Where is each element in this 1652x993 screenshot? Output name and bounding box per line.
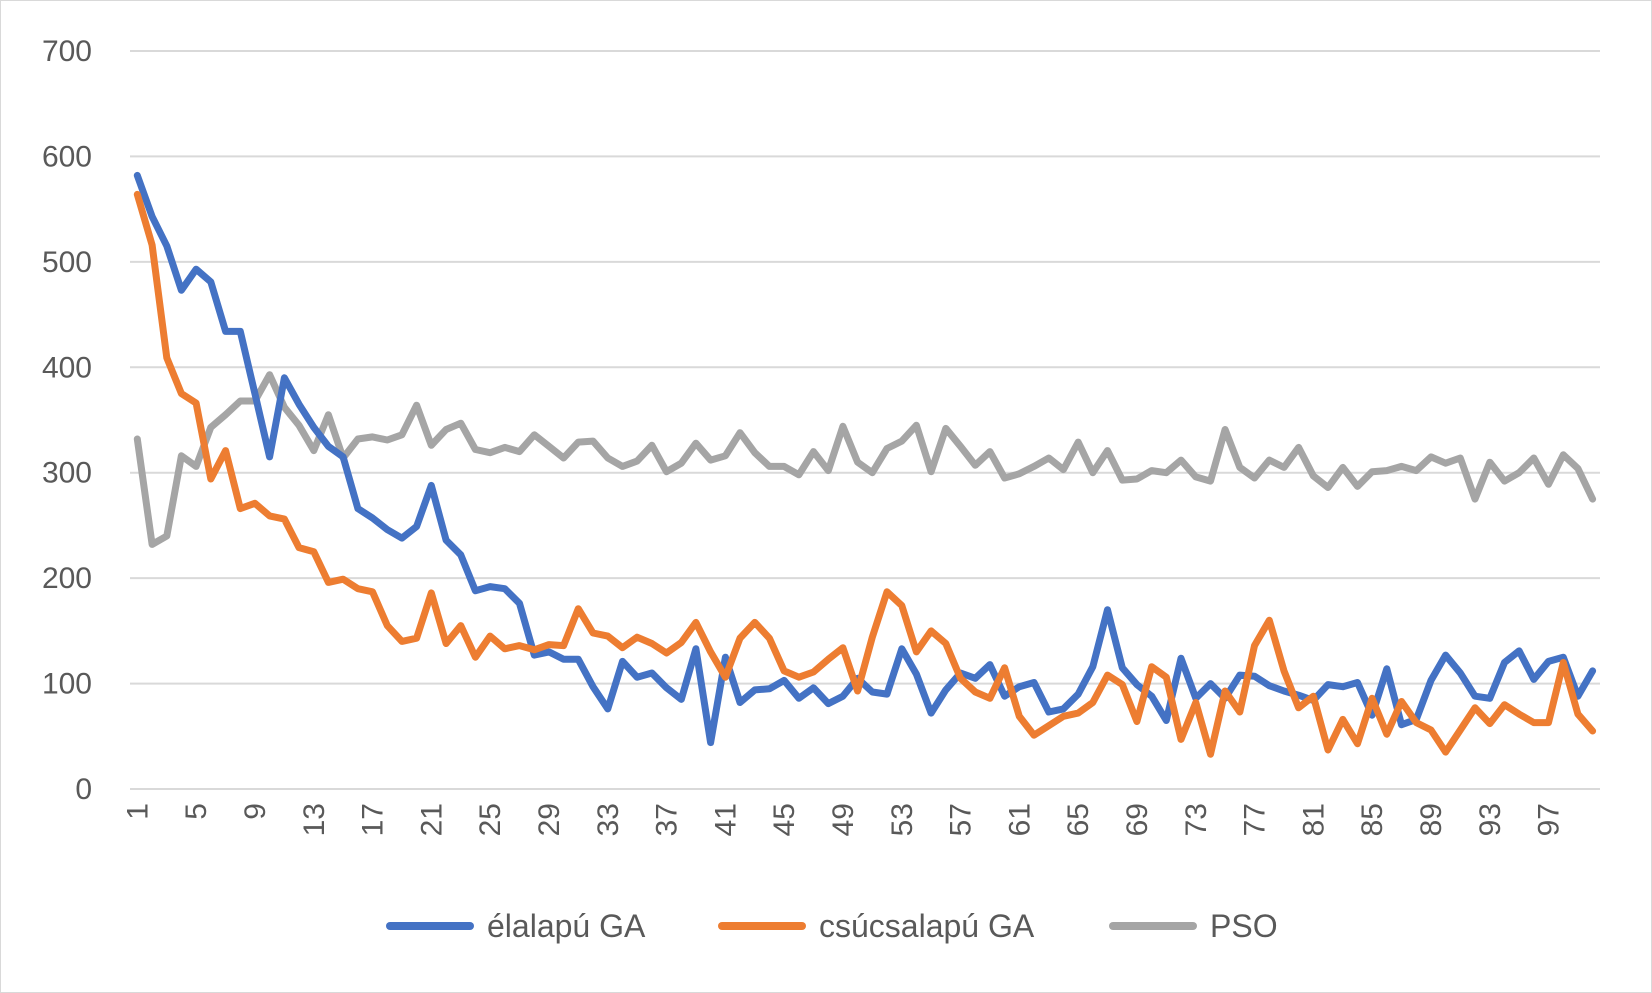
y-tick-label: 0 xyxy=(75,773,92,806)
y-tick-label: 500 xyxy=(42,246,92,279)
x-tick-label: 41 xyxy=(709,803,742,836)
x-tick-label: 5 xyxy=(180,803,213,820)
x-tick-label: 77 xyxy=(1239,803,1272,836)
legend: élalapú GA csúcsalapú GA PSO xyxy=(386,908,1278,944)
x-tick-label: 89 xyxy=(1415,803,1448,836)
x-tick-label: 73 xyxy=(1180,803,1213,836)
series-lines xyxy=(133,171,1597,758)
x-tick-label: 85 xyxy=(1356,803,1389,836)
x-tick-label: 17 xyxy=(357,803,390,836)
y-tick-label: 600 xyxy=(42,140,92,173)
series-line-2 xyxy=(133,371,1597,548)
x-tick-label: 61 xyxy=(1003,803,1036,836)
legend-label: PSO xyxy=(1210,908,1278,944)
x-tick-label: 45 xyxy=(768,803,801,836)
legend-label: élalapú GA xyxy=(487,908,646,944)
y-tick-label: 100 xyxy=(42,668,92,701)
x-tick-label: 97 xyxy=(1533,803,1566,836)
y-axis-tick-labels: 0 100 200 300 400 500 600 700 xyxy=(42,35,92,806)
x-tick-label: 33 xyxy=(592,803,625,836)
legend-item: csúcsalapú GA xyxy=(718,908,1035,944)
x-tick-label: 49 xyxy=(827,803,860,836)
x-tick-label: 81 xyxy=(1297,803,1330,836)
y-tick-label: 300 xyxy=(42,457,92,490)
y-tick-label: 400 xyxy=(42,351,92,384)
x-tick-label: 93 xyxy=(1474,803,1507,836)
x-tick-label: 9 xyxy=(239,803,272,820)
x-tick-label: 13 xyxy=(298,803,331,836)
x-tick-label: 57 xyxy=(945,803,978,836)
y-tick-label: 700 xyxy=(42,35,92,68)
y-tick-label: 200 xyxy=(42,562,92,595)
x-tick-label: 69 xyxy=(1121,803,1154,836)
legend-item: élalapú GA xyxy=(386,908,646,944)
x-tick-label: 29 xyxy=(533,803,566,836)
legend-item: PSO xyxy=(1109,908,1278,944)
x-tick-label: 65 xyxy=(1062,803,1095,836)
gridlines xyxy=(130,50,1600,790)
x-tick-label: 53 xyxy=(886,803,919,836)
x-tick-label: 1 xyxy=(121,803,154,820)
series-line-1 xyxy=(133,190,1597,758)
x-tick-label: 25 xyxy=(474,803,507,836)
x-axis-tick-labels: 1 5 9 13 17 21 25 29 33 37 41 45 49 53 57 61 65 69 73 77 81 8… xyxy=(121,803,1565,836)
x-tick-label: 21 xyxy=(415,803,448,836)
legend-label: csúcsalapú GA xyxy=(819,908,1035,944)
x-tick-label: 37 xyxy=(651,803,684,836)
series-line-0 xyxy=(133,171,1597,747)
